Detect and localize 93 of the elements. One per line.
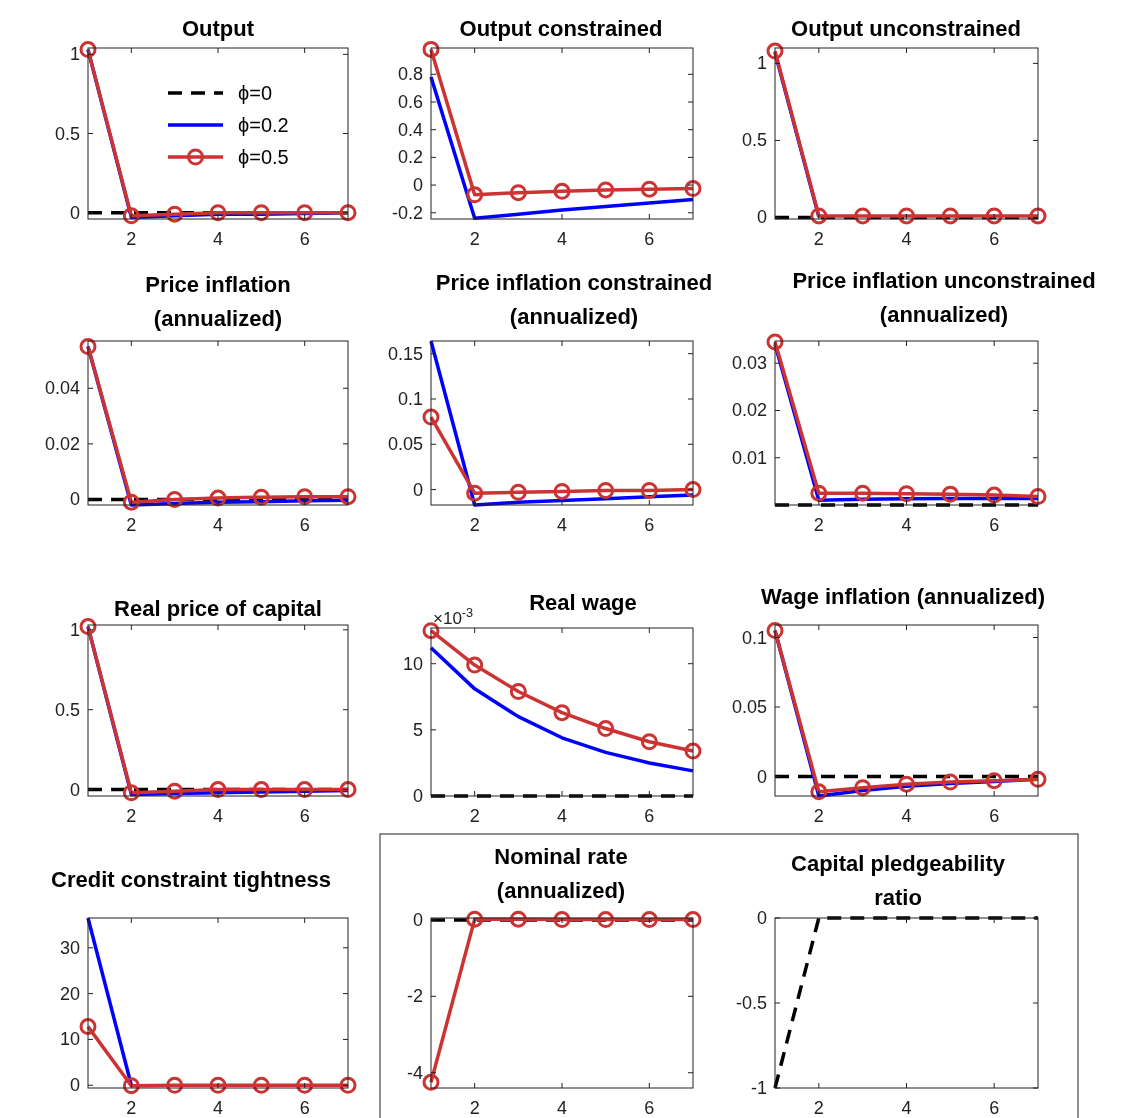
x-tick-label: 6 xyxy=(299,515,310,535)
y-tick-label: 0 xyxy=(69,779,80,800)
legend-label: ϕ=0 xyxy=(238,82,273,104)
x-tick-label: 2 xyxy=(813,229,824,249)
y-tick-label: 0.15 xyxy=(387,343,423,364)
y-tick-label: -4 xyxy=(406,1062,423,1083)
x-tick-label: 2 xyxy=(469,1098,480,1118)
y-tick-label: 0.02 xyxy=(731,400,767,421)
text: ×10$^{-3}$ xyxy=(433,604,474,628)
chart-title: Price inflation unconstrained (annualized) xyxy=(792,268,1096,327)
chart-title: Credit constraint tightness xyxy=(51,867,331,892)
y-tick-label: -0.5 xyxy=(735,993,767,1013)
x-tick-label: 6 xyxy=(644,515,655,535)
chart-title: Price inflation constrained (annualized) xyxy=(435,270,713,329)
y-tick-label: 0.1 xyxy=(397,388,423,409)
x-tick-label: 2 xyxy=(813,1098,824,1118)
x-tick-label: 2 xyxy=(469,806,480,826)
x-tick-label: 2 xyxy=(813,515,824,535)
x-tick-label: 6 xyxy=(989,515,1000,535)
y-tick-label: 0.8 xyxy=(397,64,423,85)
y-tick-label: -2 xyxy=(406,986,423,1007)
y-tick-label: 0.5 xyxy=(54,699,80,720)
y-tick-label: 30 xyxy=(59,937,80,958)
x-tick-label: 6 xyxy=(644,1098,655,1118)
x-tick-label: 4 xyxy=(556,229,568,249)
y-tick-label: 0.01 xyxy=(731,447,767,468)
chart-title: Price inflation (annualized) xyxy=(145,272,291,331)
x-tick-label: 2 xyxy=(813,806,824,826)
x-tick-label: 2 xyxy=(126,515,137,535)
y-tick-label: 0 xyxy=(69,1075,80,1096)
y-tick-label: 1 xyxy=(756,53,767,74)
x-tick-label: 6 xyxy=(299,229,310,249)
chart-title: Real price of capital xyxy=(114,596,322,621)
chart-title: Output unconstrained xyxy=(791,16,1021,41)
x-tick-label: 6 xyxy=(644,229,655,249)
y-tick-label: 0 xyxy=(69,489,80,510)
y-tick-label: 0 xyxy=(412,479,423,500)
chart-title: Nominal rate (annualized) xyxy=(494,844,628,903)
x-tick-label: 4 xyxy=(556,1098,568,1118)
y-tick-label: 0.04 xyxy=(44,378,80,399)
x-tick-label: 4 xyxy=(556,515,568,535)
chart-title: Real wage xyxy=(529,590,637,615)
chart-title: Wage inflation (annualized) xyxy=(761,584,1045,609)
x-tick-label: 6 xyxy=(644,806,655,826)
x-tick-label: 4 xyxy=(901,515,912,535)
x-tick-label: 4 xyxy=(901,1098,912,1118)
y-tick-label: 0.5 xyxy=(741,130,767,151)
y-tick-label: 0 xyxy=(412,175,423,196)
y-tick-label: 0.03 xyxy=(731,353,767,374)
x-tick-label: 2 xyxy=(126,1098,137,1118)
chart-title: Capital pledgeability ratio xyxy=(791,851,1006,910)
y-tick-label: 0.2 xyxy=(397,147,423,168)
y-tick-label: -1 xyxy=(750,1078,767,1098)
y-tick-label: 0.05 xyxy=(731,697,767,718)
y-tick-label: 0 xyxy=(412,786,423,806)
y-tick-label: 10 xyxy=(59,1029,80,1050)
legend-label: ϕ=0.5 xyxy=(238,146,289,168)
y-tick-label: 0 xyxy=(756,908,767,928)
chart-title: Output xyxy=(181,16,255,41)
y-tick-label: 20 xyxy=(59,983,80,1004)
legend-label: ϕ=0.2 xyxy=(238,114,289,136)
x-tick-label: 4 xyxy=(212,1098,224,1118)
x-tick-label: 2 xyxy=(469,229,480,249)
y-tick-label: 0.6 xyxy=(397,92,423,112)
y-tick-label: 0.02 xyxy=(44,433,80,454)
x-tick-label: 6 xyxy=(299,806,310,826)
x-tick-label: 2 xyxy=(126,806,137,826)
y-tick-label: 0.05 xyxy=(387,434,423,455)
y-tick-label: 0 xyxy=(756,207,767,228)
y-tick-label: 0 xyxy=(756,766,767,787)
x-tick-label: 6 xyxy=(989,1098,1000,1118)
x-tick-label: 4 xyxy=(901,806,912,826)
y-tick-label: 10 xyxy=(402,653,423,674)
x-tick-label: 4 xyxy=(212,229,224,249)
y-tick-label: 5 xyxy=(412,719,423,740)
x-tick-label: 6 xyxy=(989,806,1000,826)
x-tick-label: 4 xyxy=(556,806,568,826)
x-tick-label: 4 xyxy=(212,806,224,826)
y-tick-label: 1 xyxy=(69,44,80,65)
y-tick-label: -0.2 xyxy=(391,202,423,223)
chart-title: Output constrained xyxy=(459,16,663,41)
y-tick-label: 0.4 xyxy=(397,119,423,140)
y-tick-label: 0.5 xyxy=(54,123,80,144)
x-tick-label: 6 xyxy=(299,1098,310,1118)
x-tick-label: 6 xyxy=(989,229,1000,249)
y-tick-label: 0 xyxy=(412,909,423,930)
x-tick-label: 2 xyxy=(469,515,480,535)
x-tick-label: 4 xyxy=(901,229,912,249)
x-tick-label: 2 xyxy=(126,229,137,249)
y-tick-label: 0 xyxy=(69,202,80,223)
x-tick-label: 4 xyxy=(212,515,224,535)
y-tick-label: 0.1 xyxy=(741,627,767,648)
y-tick-label: 1 xyxy=(69,619,80,640)
